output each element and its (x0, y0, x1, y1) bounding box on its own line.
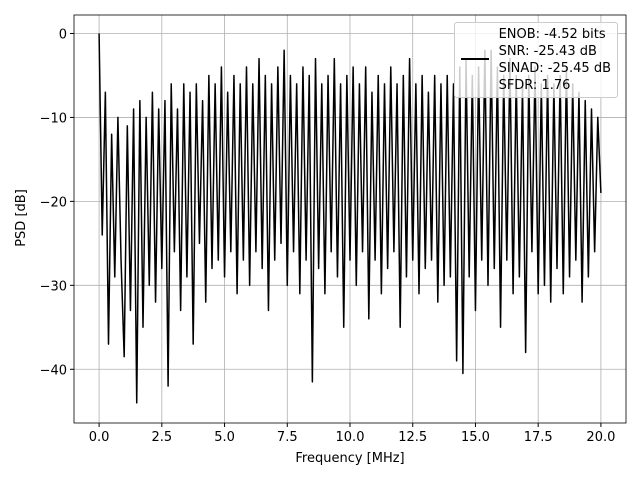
x-tick-label: 20.0 (586, 430, 615, 445)
y-tick-label: 0 (59, 27, 67, 42)
y-axis-label: PSD [dB] (14, 189, 29, 247)
y-tick-label: −20 (40, 195, 67, 210)
legend-label: ENOB: -4.52 bits SNR: -25.43 dB SINAD: -… (498, 27, 611, 93)
legend-line (460, 58, 489, 60)
x-axis-label: Frequency [MHz] (295, 451, 404, 466)
x-tick-label: 12.5 (398, 430, 427, 445)
plot-frame (73, 14, 627, 424)
x-tick-label: 5.0 (214, 430, 235, 445)
y-tick-label: −40 (40, 363, 67, 378)
x-tick-label: 17.5 (524, 430, 553, 445)
series-line (98, 33, 602, 404)
legend: ENOB: -4.52 bits SNR: -25.43 dB SINAD: -… (453, 22, 618, 98)
y-tick-label: −10 (40, 111, 67, 126)
x-tick-label: 15.0 (461, 430, 490, 445)
x-tick-label: 10.0 (336, 430, 365, 445)
x-tick-label: 7.5 (277, 430, 298, 445)
x-tick-label: 0.0 (89, 430, 110, 445)
y-tick-label: −30 (40, 279, 67, 294)
x-tick-label: 2.5 (151, 430, 172, 445)
